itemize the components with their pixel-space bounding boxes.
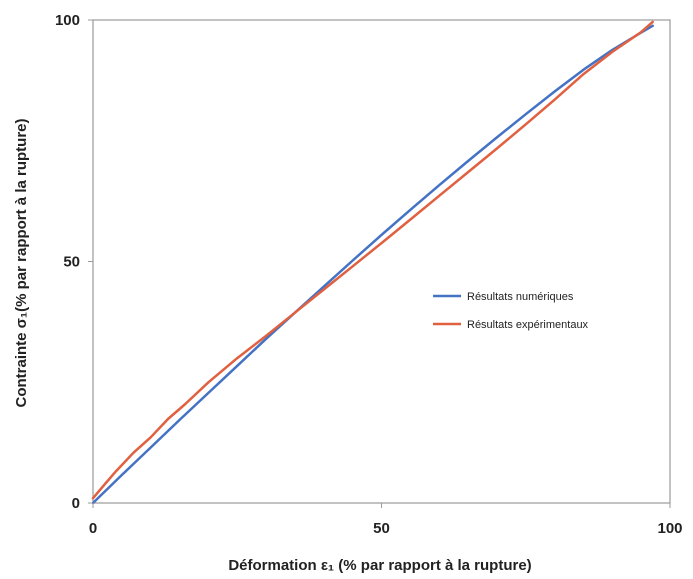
y-axis-title: Contrainte σ₁(% par rapport à la rupture…: [13, 119, 30, 408]
series-line-experimentaux: [91, 20, 654, 500]
y-tick-label: 0: [72, 495, 80, 512]
plot-area: [92, 19, 671, 504]
legend-label: Résultats expérimentaux: [467, 319, 589, 331]
x-tick-label: 50: [373, 520, 390, 537]
x-axis-title: Déformation ε₁ (% par rapport à la ruptu…: [228, 557, 531, 574]
series-line-numeriques: [91, 24, 654, 505]
legend-label: Résultats numériques: [467, 291, 574, 303]
x-tick-label: 0: [89, 520, 97, 537]
plot-border: [92, 19, 671, 504]
x-tick-label: 100: [657, 520, 682, 537]
y-tick-label: 50: [63, 254, 80, 271]
x-axis-ticks: 0 50 100: [89, 503, 683, 537]
y-axis-ticks: 0 50 100: [55, 12, 93, 512]
y-tick-label: 100: [55, 12, 80, 29]
legend: Résultats numériques Résultats expériment…: [433, 291, 589, 331]
series-layer: [91, 20, 654, 505]
